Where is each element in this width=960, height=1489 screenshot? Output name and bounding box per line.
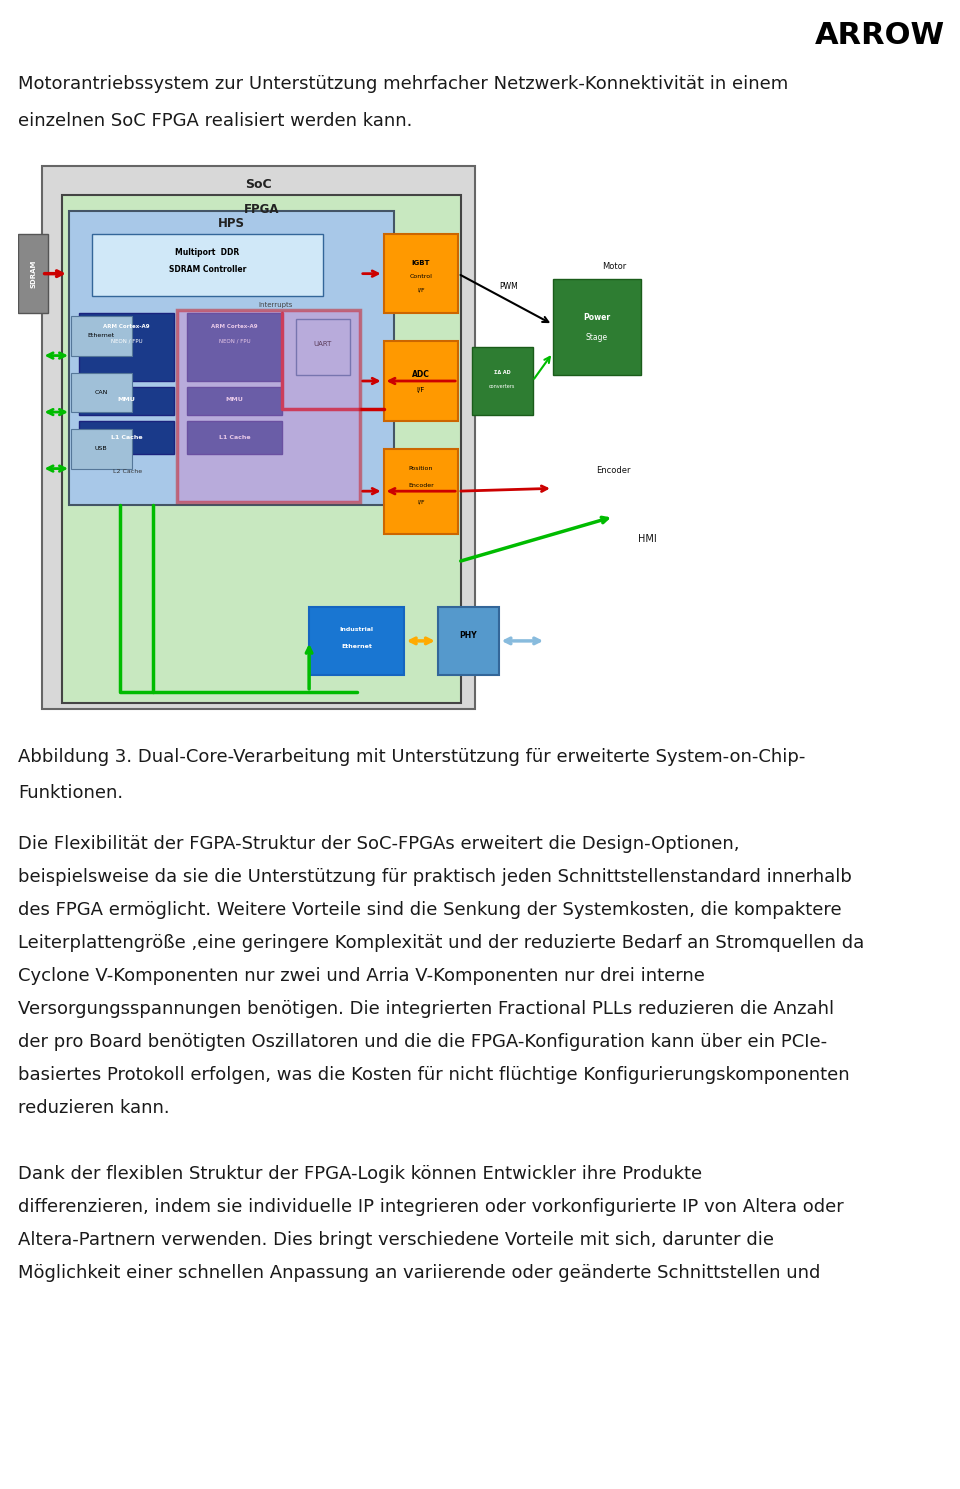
Text: L1 Cache: L1 Cache — [219, 435, 251, 441]
Bar — [384, 234, 458, 313]
Text: beispielsweise da sie die Unterstützung für praktisch jeden Schnittstellenstanda: beispielsweise da sie die Unterstützung … — [18, 868, 852, 886]
Text: Funktionen.: Funktionen. — [18, 785, 123, 803]
Text: ADC: ADC — [412, 369, 430, 378]
Bar — [309, 608, 404, 675]
Bar — [187, 387, 282, 415]
Text: FPGA: FPGA — [244, 203, 279, 216]
Text: ARM Cortex-A9: ARM Cortex-A9 — [103, 325, 150, 329]
Bar — [71, 429, 132, 469]
Text: I/F: I/F — [417, 387, 425, 393]
Text: Encoder: Encoder — [408, 482, 434, 488]
Text: Control: Control — [409, 274, 432, 278]
Bar — [553, 280, 641, 375]
Text: PWM: PWM — [499, 281, 518, 290]
Bar — [41, 167, 475, 709]
Text: SDRAM Controller: SDRAM Controller — [169, 265, 247, 274]
Bar — [92, 234, 323, 296]
Text: basiertes Protokoll erfolgen, was die Kosten für nicht flüchtige Konfigurierungs: basiertes Protokoll erfolgen, was die Ko… — [18, 1066, 850, 1084]
Bar — [384, 341, 458, 420]
Text: NEON / FPU: NEON / FPU — [110, 338, 142, 344]
Text: CAN: CAN — [95, 390, 108, 395]
Bar — [71, 316, 132, 356]
Text: reduzieren kann.: reduzieren kann. — [18, 1099, 170, 1117]
Text: PHY: PHY — [460, 631, 477, 640]
Text: Ethernet: Ethernet — [87, 334, 115, 338]
Text: des FPGA ermöglicht. Weitere Vorteile sind die Senkung der Systemkosten, die kom: des FPGA ermöglicht. Weitere Vorteile si… — [18, 901, 842, 919]
Text: Encoder: Encoder — [596, 466, 631, 475]
Text: IGBT: IGBT — [412, 259, 430, 265]
Text: Position: Position — [409, 466, 433, 471]
Text: Versorgungsspannungen benötigen. Die integrierten Fractional PLLs reduzieren die: Versorgungsspannungen benötigen. Die int… — [18, 1001, 834, 1018]
Text: SDRAM: SDRAM — [30, 259, 36, 287]
Bar — [62, 195, 462, 703]
Bar — [177, 310, 360, 502]
Text: Motor: Motor — [602, 262, 626, 271]
Text: Multiport  DDR: Multiport DDR — [176, 249, 240, 258]
Text: ARROW: ARROW — [814, 21, 945, 51]
Text: Abbildung 3. Dual-Core-Verarbeitung mit Unterstützung für erweiterte System-on-C: Abbildung 3. Dual-Core-Verarbeitung mit … — [18, 747, 805, 765]
Text: MMU: MMU — [226, 396, 244, 402]
Bar — [296, 319, 349, 375]
Text: Industrial: Industrial — [340, 627, 373, 631]
Bar — [69, 211, 394, 505]
Text: Ethernet: Ethernet — [341, 643, 372, 649]
Text: Motorantriebssystem zur Unterstützung mehrfacher Netzwerk-Konnektivität in einem: Motorantriebssystem zur Unterstützung me… — [18, 74, 788, 92]
Text: HMI: HMI — [638, 533, 657, 543]
Text: Möglichkeit einer schnellen Anpassung an variierende oder geänderte Schnittstell: Möglichkeit einer schnellen Anpassung an… — [18, 1264, 821, 1282]
Text: L1 Cache: L1 Cache — [110, 435, 142, 441]
Bar — [187, 420, 282, 454]
Text: NEON / FPU: NEON / FPU — [219, 338, 251, 344]
Text: Stage: Stage — [586, 334, 608, 342]
Bar — [471, 347, 533, 415]
Text: ΣΔ AD: ΣΔ AD — [493, 369, 511, 375]
Text: USB: USB — [95, 447, 108, 451]
Text: MMU: MMU — [117, 396, 135, 402]
Bar — [384, 448, 458, 533]
Text: differenzieren, indem sie individuelle IP integrieren oder vorkonfigurierte IP v: differenzieren, indem sie individuelle I… — [18, 1199, 844, 1217]
Text: ARM Cortex-A9: ARM Cortex-A9 — [211, 325, 258, 329]
Bar — [71, 372, 132, 412]
Text: I/F: I/F — [417, 500, 424, 505]
Text: UART: UART — [314, 341, 332, 347]
Text: L2 Cache: L2 Cache — [112, 469, 142, 474]
Text: Power: Power — [584, 313, 611, 322]
Text: Dank der flexiblen Struktur der FPGA-Logik können Entwickler ihre Produkte: Dank der flexiblen Struktur der FPGA-Log… — [18, 1164, 702, 1182]
Text: Cyclone V-Komponenten nur zwei und Arria V-Komponenten nur drei interne: Cyclone V-Komponenten nur zwei und Arria… — [18, 966, 705, 986]
Text: Interrupts: Interrupts — [258, 302, 293, 308]
Bar — [79, 420, 174, 454]
Text: SoC: SoC — [245, 177, 272, 191]
Text: einzelnen SoC FPGA realisiert werden kann.: einzelnen SoC FPGA realisiert werden kan… — [18, 112, 413, 130]
Text: Altera-Partnern verwenden. Dies bringt verschiedene Vorteile mit sich, darunter : Altera-Partnern verwenden. Dies bringt v… — [18, 1231, 774, 1249]
Bar — [187, 313, 282, 381]
Bar — [18, 234, 48, 313]
Text: HPS: HPS — [218, 217, 245, 231]
Bar — [438, 608, 498, 675]
Text: Leiterplattengröße ,eine geringere Komplexität und der reduzierte Bedarf an Stro: Leiterplattengröße ,eine geringere Kompl… — [18, 934, 864, 951]
Text: Die Flexibilität der FGPA-Struktur der SoC-FPGAs erweitert die Design-Optionen,: Die Flexibilität der FGPA-Struktur der S… — [18, 835, 739, 853]
Text: I/F: I/F — [417, 287, 424, 293]
Bar — [79, 387, 174, 415]
Text: der pro Board benötigten Oszillatoren und die die FPGA-Konfiguration kann über e: der pro Board benötigten Oszillatoren un… — [18, 1033, 828, 1051]
Text: converters: converters — [489, 384, 516, 389]
Bar — [79, 313, 174, 381]
